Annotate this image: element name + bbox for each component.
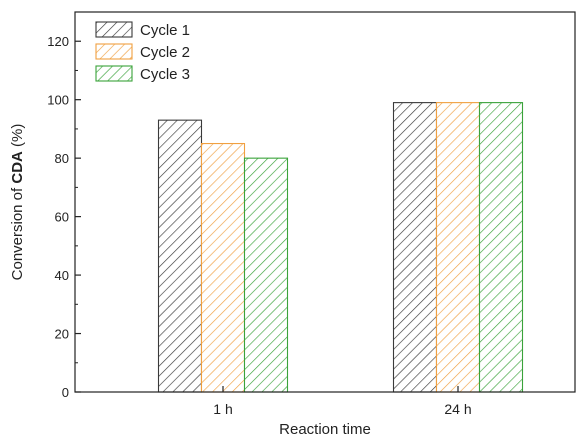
y-tick-label: 100	[47, 93, 69, 108]
bar-cycle-3-1-h	[243, 157, 289, 393]
bar-cycle-1-24-h	[392, 102, 438, 393]
y-axis-label-bold: CDA	[9, 151, 26, 184]
bars-group	[157, 102, 524, 393]
y-tick-label: 60	[55, 210, 69, 225]
y-axis-label-part: Conversion of	[9, 184, 26, 281]
y-axis: 0 20 40 60 80 100 120	[47, 34, 81, 400]
x-tick-label: 1 h	[213, 401, 232, 417]
x-axis-label: Reaction time	[279, 421, 371, 438]
bar-cycle-2-1-h	[200, 142, 246, 393]
x-tick-label: 24 h	[444, 401, 471, 417]
bar-cycle-2-24-h	[435, 102, 481, 393]
y-tick-label: 40	[55, 268, 69, 283]
y-tick-label: 20	[55, 327, 69, 342]
legend-label-cycle-2: Cycle 2	[140, 44, 190, 61]
y-axis-label-part: (%)	[9, 124, 26, 152]
bar-cycle-1-1-h	[157, 119, 203, 393]
bar-cycle-3-24-h	[478, 102, 524, 393]
legend-swatch-cycle-3	[95, 65, 133, 82]
x-axis: 1 h 24 h	[213, 386, 472, 417]
legend: Cycle 1 Cycle 2 Cycle 3	[95, 21, 190, 83]
legend-swatch-cycle-1	[95, 21, 133, 38]
y-tick-label: 0	[62, 385, 69, 400]
legend-label-cycle-1: Cycle 1	[140, 22, 190, 39]
y-tick-label: 120	[47, 34, 69, 49]
y-axis-label: Conversion of CDA (%)	[9, 124, 26, 281]
legend-label-cycle-3: Cycle 3	[140, 66, 190, 83]
plot-frame	[74, 11, 576, 393]
y-tick-label: 80	[55, 151, 69, 166]
legend-swatch-cycle-2	[95, 43, 133, 60]
